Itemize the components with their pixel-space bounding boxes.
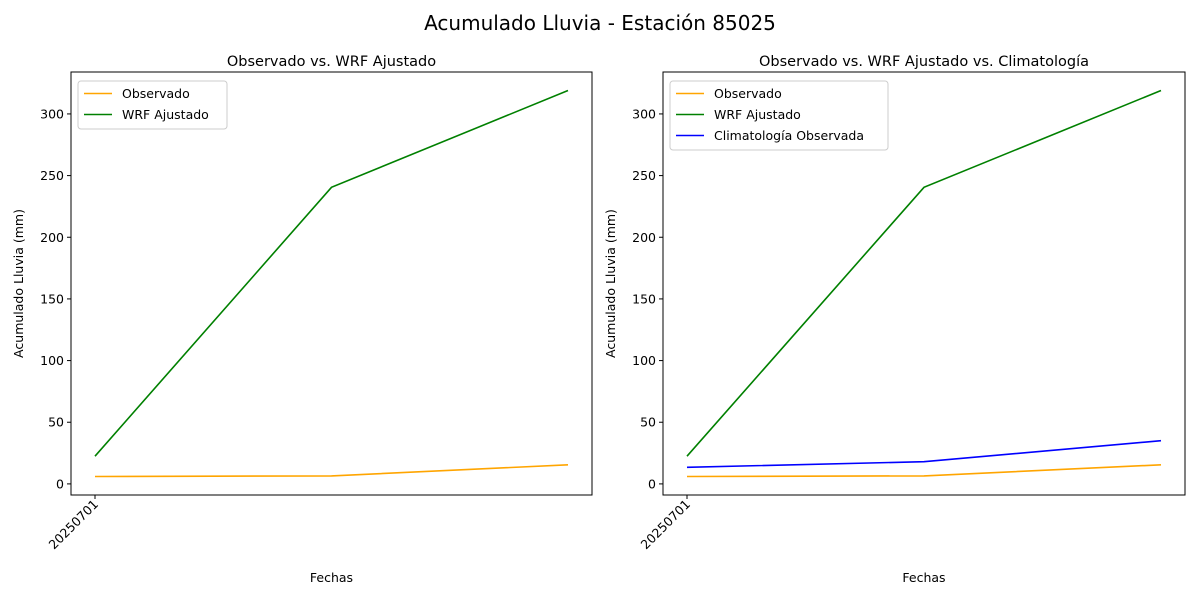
- y-tick-label: 200: [40, 230, 64, 245]
- y-tick-label: 150: [632, 291, 656, 306]
- series-line-wrf-ajustado: [94, 89, 569, 457]
- legend-label: Climatología Observada: [714, 128, 864, 143]
- x-tick-label: 20250701: [46, 497, 102, 553]
- chart-panel-1: Observado vs. WRF Ajustado 0 50 100 150 200 25…: [11, 54, 593, 585]
- figure-title: Acumulado Lluvia - Estación 85025: [424, 11, 776, 35]
- series-line-observado: [686, 464, 1162, 478]
- y-tick-label: 100: [40, 353, 64, 368]
- legend-label: Observado: [714, 86, 782, 101]
- y-tick-label: 150: [40, 291, 64, 306]
- legend-label: Observado: [122, 86, 190, 101]
- y-axis-label: Acumulado Lluvia (mm): [11, 209, 26, 358]
- chart-panel-2: Observado vs. WRF Ajustado vs. Climatolo…: [603, 54, 1186, 585]
- y-tick-label: 50: [640, 415, 656, 430]
- y-tick-label: 250: [40, 168, 64, 183]
- y-axis-label: Acumulado Lluvia (mm): [603, 209, 618, 358]
- y-tick-label: 200: [632, 230, 656, 245]
- legend: Observado WRF Ajustado: [77, 80, 228, 130]
- legend: Observado WRF Ajustado Climatología Observ…: [669, 80, 889, 151]
- y-tick-label: 100: [632, 353, 656, 368]
- plot-area-frame: [70, 71, 593, 496]
- series-line-wrf-ajustado: [686, 89, 1162, 457]
- chart-title: Observado vs. WRF Ajustado vs. Climatolo…: [759, 54, 1089, 70]
- series-line-observado: [94, 464, 569, 478]
- chart-panels: Observado vs. WRF Ajustado 0 50 100 150 200 25…: [11, 54, 1186, 585]
- y-tick-label: 0: [56, 476, 64, 491]
- y-tick-label: 0: [648, 476, 656, 491]
- chart-title: Observado vs. WRF Ajustado: [227, 54, 436, 70]
- x-tick-label: 20250701: [638, 497, 694, 553]
- x-axis-label: Fechas: [310, 570, 353, 585]
- legend-label: WRF Ajustado: [122, 107, 209, 122]
- y-tick-label: 300: [632, 106, 656, 121]
- x-axis-label: Fechas: [902, 570, 945, 585]
- legend-box: [669, 80, 889, 151]
- plot-area-frame: [662, 71, 1186, 496]
- y-tick-label: 300: [40, 106, 64, 121]
- y-tick-label: 50: [48, 415, 64, 430]
- legend-box: [77, 80, 228, 130]
- y-tick-label: 250: [632, 168, 656, 183]
- legend-label: WRF Ajustado: [714, 107, 801, 122]
- series-line-climatolog-a-observada: [686, 439, 1162, 469]
